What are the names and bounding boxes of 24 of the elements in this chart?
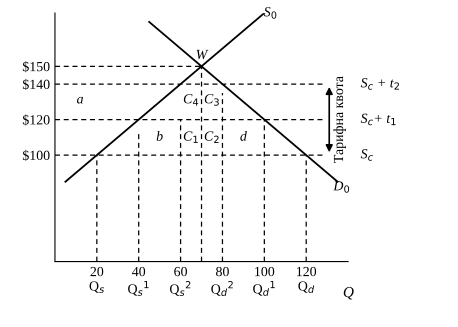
y-tick-label: $140 [22, 78, 50, 90]
annotation: W [196, 50, 208, 60]
annotation: C$_{3}$ [204, 94, 219, 106]
x-tick-label: 40 Q$_{s}$$^{1}$ [128, 266, 149, 296]
annotation: C$_{1}$ [184, 131, 198, 143]
x-tick-label: 120 Q$_{d}$ [297, 266, 316, 293]
x-tick-label: 20 Q$_{s}$ [90, 266, 104, 293]
y-tick-label: $150 [22, 61, 50, 72]
x-tick-label: 100 Q$_{d}$$^{1}$ [253, 266, 275, 296]
text: S$_{c}$+ t$_{1}$ [360, 114, 396, 126]
annotation: S$_{0}$ [264, 7, 276, 19]
annotation: C$_{2}$ [204, 131, 219, 143]
x-tick-label: 80 Q$_{d}$$^{2}$ [211, 266, 233, 296]
annotation: Тарифна квота [333, 76, 346, 163]
text: S$_{c}$ + t$_{2}$ [360, 78, 399, 90]
annotation: C$_{4}$ [184, 94, 198, 106]
text: S$_{c}$ [360, 149, 373, 161]
y-tick-label: $100 [22, 150, 50, 161]
annotation: d [240, 131, 247, 141]
y-tick-label: $120 [22, 114, 50, 126]
x-axis-title: Q [344, 286, 354, 300]
x-tick-label: 60 Q$_{s}$$^{2}$ [170, 266, 190, 296]
annotation: b [156, 131, 163, 141]
annotation: a [77, 96, 84, 104]
